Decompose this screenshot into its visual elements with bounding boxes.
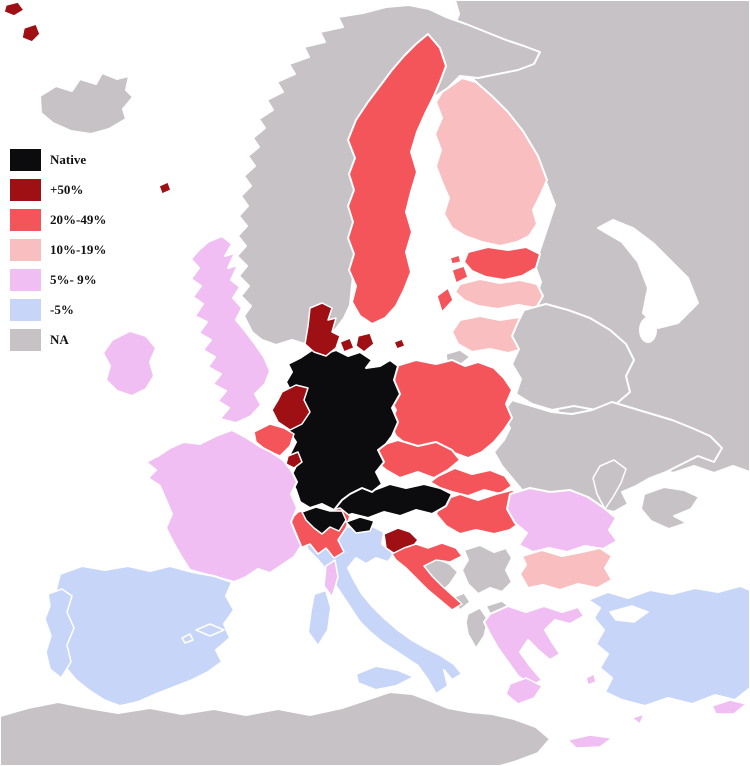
legend-color-swatch: [10, 149, 41, 171]
country-portugal: [44, 588, 75, 679]
country-sweden: [347, 33, 447, 325]
country-turkey: [587, 585, 750, 707]
country-cyprus: [711, 699, 747, 715]
region-greenland-fragment: [21, 23, 41, 43]
legend-item: NA: [10, 329, 106, 351]
island-mallorca: [195, 623, 225, 637]
legend-item-label: -5%: [50, 302, 74, 317]
country-ukraine: [493, 399, 723, 519]
legend-item-label: 5%- 9%: [50, 272, 97, 287]
region-south-tyrol: [345, 516, 375, 534]
legend-item: 10%-19%: [10, 239, 106, 261]
island-hiiumaa: [449, 254, 462, 265]
island-rhodes: [631, 713, 645, 725]
country-denmark: [304, 302, 341, 357]
legend-item-label: +50%: [50, 182, 84, 197]
region-greenland-fragment: [3, 1, 25, 17]
island-bornholm: [393, 338, 406, 350]
island-crete: [567, 734, 613, 749]
country-estonia: [463, 246, 541, 281]
island-zealand: [355, 332, 375, 353]
island-gotland: [436, 287, 454, 313]
country-iceland: [39, 72, 134, 135]
sea-of-marmara: [609, 605, 649, 623]
country-netherlands: [271, 384, 311, 431]
country-switzerland: [301, 506, 347, 535]
country-ireland: [102, 330, 157, 397]
country-italy: [301, 524, 463, 695]
island-corsica: [323, 559, 339, 598]
country-finland: [434, 77, 548, 247]
island-funen: [339, 337, 355, 353]
aegean-island: [585, 673, 597, 686]
legend-item-label: 20%-49%: [50, 212, 107, 227]
legend-item-label: Native: [50, 152, 87, 167]
country-moldova: [592, 459, 627, 510]
country-albania: [465, 607, 489, 649]
legend-color-swatch: [10, 179, 41, 201]
legend-item-label: NA: [50, 332, 69, 347]
legend-color-swatch: [10, 209, 41, 231]
region-crimea: [640, 486, 700, 530]
island-ibiza: [181, 633, 194, 644]
country-bulgaria: [519, 547, 613, 591]
country-greece: [483, 605, 585, 687]
legend-color-swatch: [10, 299, 41, 321]
legend-color-swatch: [10, 329, 41, 351]
island-saaremaa: [451, 265, 469, 284]
island-sicily: [355, 665, 415, 691]
country-france: [145, 429, 302, 583]
legend-item: +50%: [10, 179, 106, 201]
white-sea: [597, 219, 699, 329]
country-croatia: [391, 542, 463, 611]
legend-item: 20%-49%: [10, 209, 106, 231]
map-legend: Native +50% 20%-49% 10%-19% 5%- 9% -5% N…: [10, 149, 106, 359]
legend-color-swatch: [10, 269, 41, 291]
legend-item: -5%: [10, 299, 106, 321]
region-north-africa: [0, 691, 551, 766]
legend-item: 5%- 9%: [10, 269, 106, 291]
legend-color-swatch: [10, 239, 41, 261]
lake-onega: [639, 317, 657, 343]
legend-item: Native: [10, 149, 106, 171]
country-serbia: [461, 544, 513, 595]
region-peloponnese: [505, 677, 543, 705]
legend-item-label: 10%-19%: [50, 242, 107, 257]
country-czechia: [373, 439, 461, 479]
island-sardinia: [307, 589, 332, 647]
country-united-kingdom: [190, 235, 271, 424]
region-faroe-islands: [158, 181, 172, 195]
